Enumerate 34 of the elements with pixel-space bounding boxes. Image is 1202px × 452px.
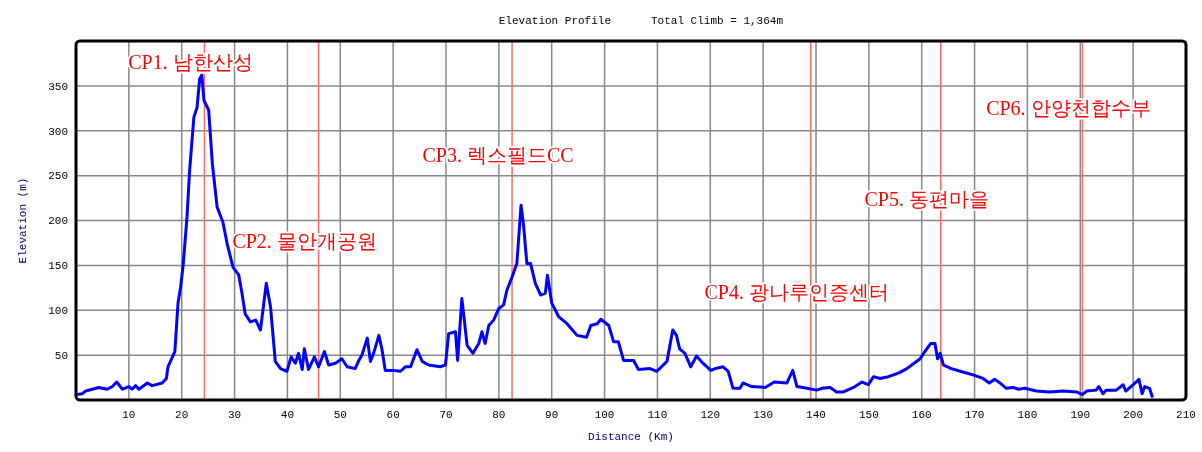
x-tick-label: 40 [280,409,295,421]
x-tick-label: 140 [806,409,826,421]
x-tick-label: 210 [1176,409,1196,421]
x-tick-label: 10 [122,409,136,421]
x-tick-label: 80 [492,409,506,421]
x-tick-label: 50 [333,409,347,421]
chart-subtitle: Total Climb = 1,364m [651,15,784,27]
chart-title: Elevation Profile [498,15,611,27]
x-tick-label: 110 [647,409,668,421]
y-tick-label: 250 [48,170,68,183]
x-tick-label: 170 [964,409,985,421]
x-tick-label: 180 [1017,409,1038,421]
x-tick-label: 130 [753,409,774,421]
x-tick-label: 190 [1070,409,1091,421]
x-tick-label: 200 [1123,409,1144,421]
y-axis-title: Elevation (m) [17,177,29,264]
x-tick-label: 160 [911,409,932,421]
y-tick-label: 150 [48,260,68,273]
line-series [74,73,1154,398]
x-tick-label: 120 [700,409,721,421]
x-tick-label: 20 [175,409,189,421]
y-tick-label: 300 [48,125,68,138]
x-axis-title: Distance (Km) [588,431,674,443]
x-tick-label: 60 [386,409,400,421]
x-tick-label: 100 [594,409,615,421]
x-tick-label: 30 [227,409,242,421]
y-tick-label: 350 [48,80,68,93]
x-tick-label: 150 [858,409,879,421]
y-tick-label: 100 [48,305,68,318]
y-tick-label: 50 [54,349,68,362]
x-tick-label: 90 [545,409,559,421]
ref-line-label: CP3. 렉스필드CC [422,144,574,166]
x-tick-label: 70 [439,409,453,421]
y-tick-label: 200 [48,215,68,228]
